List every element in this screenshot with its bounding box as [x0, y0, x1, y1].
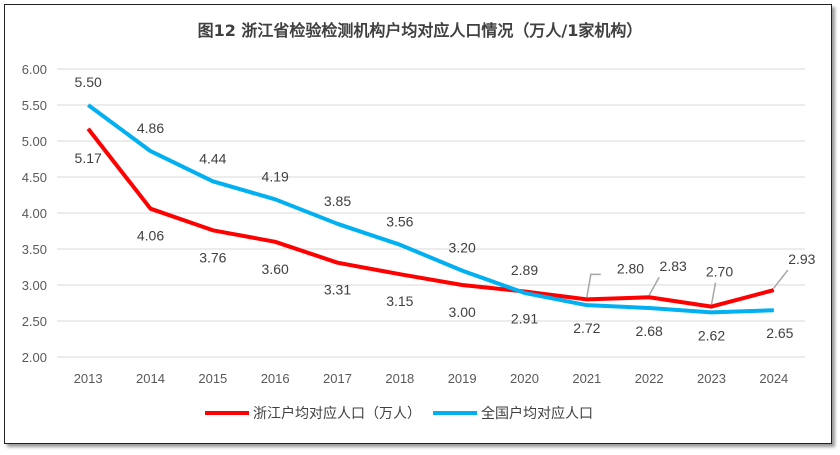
y-tick-label: 5.50 [22, 98, 47, 113]
y-tick-label: 6.00 [22, 62, 47, 77]
x-tick-label: 2015 [198, 371, 227, 386]
data-label: 3.56 [386, 214, 413, 230]
data-label: 2.65 [766, 325, 793, 341]
x-tick-label: 2024 [759, 371, 788, 386]
chart-title: 图12 浙江省检验检测机构户均对应人口情况（万人/1家机构） [198, 21, 643, 40]
data-label: 2.70 [706, 264, 733, 280]
data-label: 4.44 [199, 150, 226, 166]
data-label: 3.60 [262, 261, 289, 277]
y-tick-label: 2.00 [22, 350, 47, 365]
data-label: 2.91 [511, 310, 538, 326]
data-label: 3.85 [324, 193, 351, 209]
x-tick-label: 2016 [261, 371, 290, 386]
y-tick-label: 4.00 [22, 206, 47, 221]
data-label: 2.83 [660, 258, 687, 274]
x-tick-label: 2020 [510, 371, 539, 386]
data-label: 3.15 [386, 293, 413, 309]
data-label: 4.06 [137, 228, 164, 244]
y-tick-label: 3.50 [22, 242, 47, 257]
x-tick-label: 2013 [74, 371, 103, 386]
y-tick-label: 5.00 [22, 134, 47, 149]
data-label: 3.31 [324, 282, 351, 298]
chart-frame [4, 4, 832, 444]
legend-label: 全国户均对应人口 [481, 405, 593, 422]
x-tick-label: 2023 [697, 371, 726, 386]
x-tick-label: 2014 [136, 371, 165, 386]
data-label: 3.20 [449, 240, 476, 256]
series-line-1 [86, 103, 774, 315]
y-tick-label: 3.00 [22, 278, 47, 293]
y-tick-label: 4.50 [22, 170, 47, 185]
data-label: 5.17 [75, 150, 102, 166]
data-label: 3.76 [199, 249, 226, 265]
data-label: 2.93 [788, 251, 815, 267]
y-tick-label: 2.50 [22, 314, 47, 329]
leader-line [648, 276, 660, 296]
data-label: 2.72 [573, 320, 600, 336]
data-label: 3.00 [449, 304, 476, 320]
x-tick-label: 2018 [385, 371, 414, 386]
data-label: 2.62 [698, 327, 725, 343]
x-tick-label: 2021 [572, 371, 601, 386]
x-tick-label: 2022 [635, 371, 664, 386]
x-tick-label: 2019 [448, 371, 477, 386]
leader-line [710, 282, 717, 305]
data-label: 2.89 [511, 262, 538, 278]
legend-label: 浙江户均对应人口（万人） [253, 405, 421, 422]
data-label: 4.19 [262, 168, 289, 184]
data-label: 2.68 [636, 323, 663, 339]
data-label: 5.50 [75, 74, 102, 90]
data-label: 4.86 [137, 120, 164, 136]
leader-line [586, 273, 601, 298]
data-label: 2.80 [617, 260, 644, 276]
x-tick-label: 2017 [323, 371, 352, 386]
leader-line [773, 269, 789, 289]
series-line-0 [86, 127, 775, 309]
